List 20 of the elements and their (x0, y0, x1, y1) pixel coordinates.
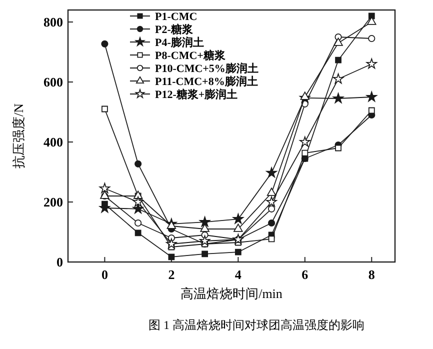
x-tick-label: 8 (368, 267, 376, 282)
legend-label: P1-CMC (155, 10, 198, 23)
legend-label: P4-膨润土 (155, 36, 204, 49)
x-tick-label: 0 (101, 267, 108, 282)
legend-label: P2-糖浆 (155, 22, 193, 36)
x-tick-label: 2 (168, 267, 175, 282)
x-axis-title: 高温焙烧时间/min (180, 286, 283, 301)
legend-label: P8-CMC+糖浆 (155, 48, 226, 62)
legend-label: P10-CMC+5%膨润土 (155, 62, 258, 75)
x-tick-label: 4 (234, 267, 242, 282)
x-tick-label: 6 (302, 267, 309, 282)
y-tick-label: 400 (44, 134, 63, 150)
legend-label: P12-糖浆+膨润土 (155, 88, 238, 101)
y-axis-title: 抗压强度/N (11, 102, 26, 168)
y-tick-label: 600 (44, 74, 63, 90)
y-tick-label: 200 (44, 194, 63, 210)
legend-label: P11-CMC+8%膨润土 (155, 74, 258, 88)
y-tick-label: 0 (56, 254, 63, 270)
y-tick-label: 800 (44, 14, 63, 30)
caption: 图 1 高温焙烧时间对球团高温强度的影响 (148, 318, 364, 332)
